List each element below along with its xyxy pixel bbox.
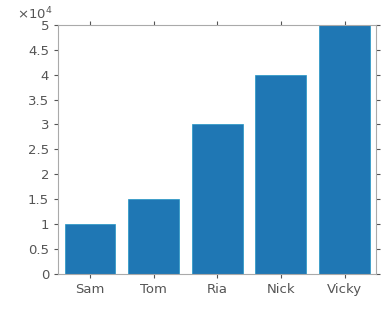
Bar — [255, 75, 307, 274]
Bar — [128, 199, 179, 274]
Bar — [319, 25, 370, 274]
Text: $\times10^4$: $\times10^4$ — [17, 6, 52, 22]
Bar — [192, 124, 243, 274]
Bar — [64, 224, 116, 274]
